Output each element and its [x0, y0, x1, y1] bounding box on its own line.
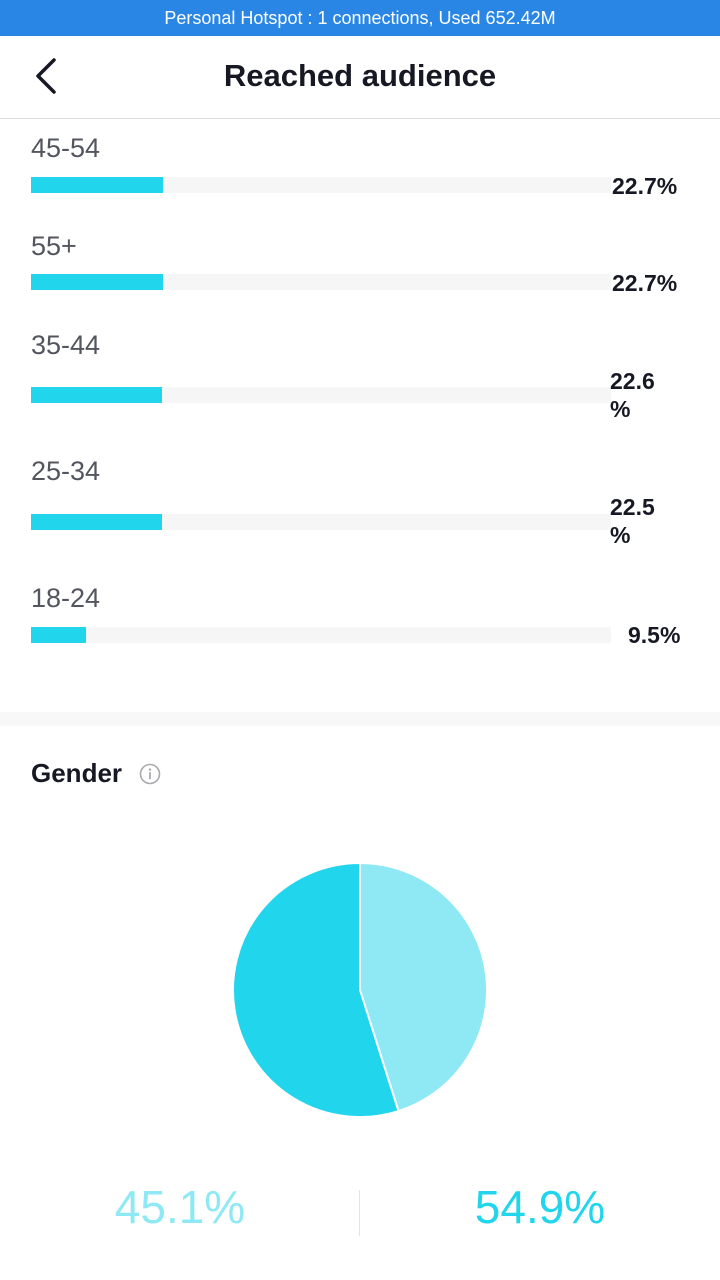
back-button[interactable]	[26, 56, 66, 96]
age-percent-number: 22.6	[610, 368, 655, 394]
gender-pie-chart	[230, 860, 490, 1120]
bar-track	[31, 514, 611, 530]
age-label: 55+	[31, 231, 77, 261]
section-divider	[0, 712, 720, 726]
age-label: 18-24	[31, 583, 101, 613]
info-circle-icon[interactable]	[139, 763, 161, 785]
bar-track	[31, 387, 611, 403]
age-row-35-44: 35-44 22.6 %	[0, 330, 720, 430]
chevron-left-icon	[36, 58, 56, 94]
gender-title: Gender	[31, 758, 123, 788]
bar-fill	[31, 274, 163, 290]
bar-fill	[31, 177, 163, 193]
bar-fill	[31, 514, 162, 530]
age-percent-sign: %	[610, 396, 631, 422]
gender-percent-right: 54.9%	[474, 1181, 606, 1233]
age-percent-sign: %	[610, 522, 631, 548]
age-label: 35-44	[31, 330, 101, 360]
age-percent: 22.7%	[612, 270, 678, 296]
age-label: 25-34	[31, 456, 101, 486]
status-bar: Personal Hotspot : 1 connections, Used 6…	[0, 0, 720, 36]
header: Reached audience	[0, 36, 720, 119]
page-title: Reached audience	[223, 58, 497, 93]
status-bar-text: Personal Hotspot : 1 connections, Used 6…	[164, 7, 556, 28]
age-row-45-54: 45-54 22.7%	[0, 133, 720, 233]
age-percent: 22.7%	[612, 173, 678, 199]
age-percent: 9.5%	[628, 622, 681, 648]
bar-track	[31, 627, 611, 643]
vertical-divider	[359, 1190, 360, 1236]
pie-svg	[232, 861, 488, 1118]
pie-slice-dark	[232, 861, 400, 1118]
bar-fill	[31, 387, 162, 403]
bar-track	[31, 177, 611, 193]
bar-track	[31, 274, 611, 290]
bar-fill	[31, 627, 86, 643]
pie-slice-light	[359, 861, 488, 1113]
age-row-25-34: 25-34 22.5 %	[0, 456, 720, 556]
age-row-55-plus: 55+ 22.7%	[0, 231, 720, 331]
age-percent: 22.5 %	[610, 493, 670, 549]
age-row-18-24: 18-24 9.5%	[0, 583, 720, 683]
age-percent-number: 22.5	[610, 494, 655, 520]
age-percent: 22.6 %	[610, 367, 670, 423]
age-label: 45-54	[31, 133, 101, 163]
gender-percent-left: 45.1%	[114, 1181, 246, 1233]
